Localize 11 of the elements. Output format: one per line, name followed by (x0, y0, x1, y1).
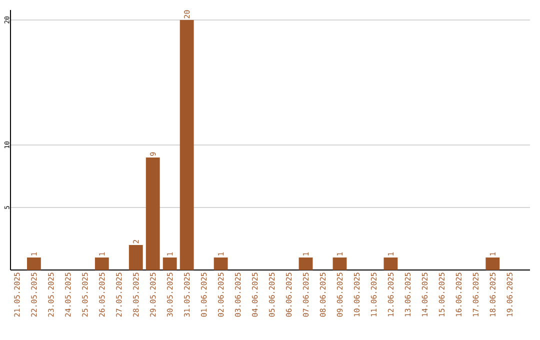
bar (94, 258, 109, 270)
bar (26, 258, 41, 270)
bar (162, 258, 177, 270)
bar (180, 20, 194, 270)
bar (214, 258, 228, 270)
bar (486, 258, 500, 270)
bar (298, 258, 313, 270)
bar (128, 245, 143, 270)
bar (146, 158, 160, 270)
bar (384, 258, 398, 270)
bar (332, 258, 347, 270)
